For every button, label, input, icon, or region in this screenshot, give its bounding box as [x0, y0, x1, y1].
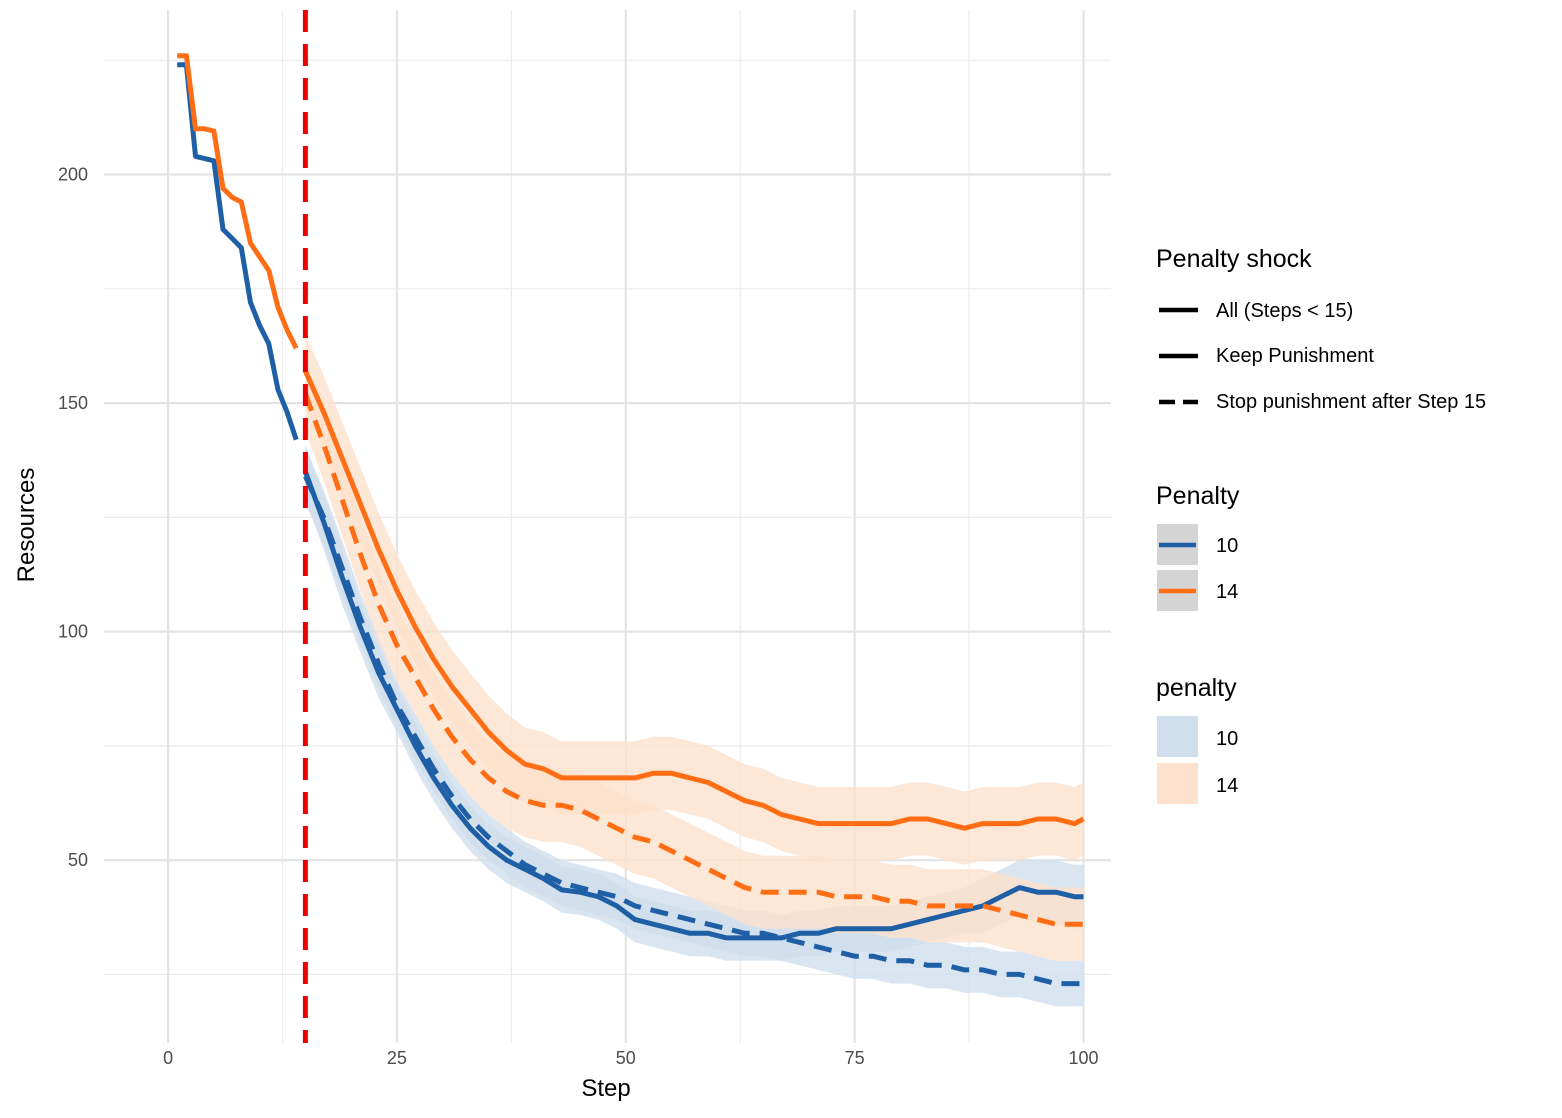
legend-key-fill-10: [1157, 716, 1198, 757]
legend-label-fill-14: 14: [1216, 775, 1238, 797]
ribbon-penalty-14-keep: [305, 334, 1084, 865]
series-line-penalty-14-stop: [303, 393, 1084, 927]
x-tick-label: 50: [616, 1048, 636, 1068]
legend-label-fill-10: 10: [1216, 728, 1238, 750]
confidence-ribbons: [305, 334, 1084, 1007]
x-axis-title: Step: [581, 1075, 630, 1102]
legend-key-fill-14: [1157, 763, 1198, 804]
legend-label-keep: Keep Punishment: [1216, 345, 1374, 367]
legend-label-line-14: 14: [1216, 581, 1238, 603]
legend-penalty-color-title: Penalty: [1156, 482, 1240, 510]
series-line-penalty-14-keep: [303, 370, 1085, 831]
series-line-penalty-10-keep: [303, 470, 1084, 941]
y-axis-ticks: 50 100 150 200: [58, 165, 88, 871]
x-tick-label: 25: [387, 1048, 407, 1068]
y-tick-label: 50: [68, 850, 88, 870]
y-tick-label: 150: [58, 393, 88, 413]
x-tick-label: 0: [163, 1048, 173, 1068]
series-lines: [177, 53, 1085, 987]
legend-penalty-shock-title: Penalty shock: [1156, 245, 1312, 273]
y-axis-title: Resources: [13, 468, 40, 583]
x-axis-ticks: 0 25 50 75 100: [163, 1048, 1098, 1068]
legend-label-stop: Stop punishment after Step 15: [1216, 391, 1486, 413]
y-tick-label: 100: [58, 622, 88, 642]
series-line-penalty-10-stop: [303, 475, 1084, 987]
legend-label-line-10: 10: [1216, 535, 1238, 557]
x-tick-label: 100: [1069, 1048, 1099, 1068]
legend-penalty-shock: Penalty shock All (Steps < 15) Keep Puni…: [1156, 245, 1486, 413]
ribbon-penalty-14-stop: [305, 357, 1084, 961]
y-tick-label: 200: [58, 165, 88, 185]
legend-penalty-fill-title: penalty: [1156, 674, 1237, 702]
x-tick-label: 75: [845, 1048, 865, 1068]
legend-label-all: All (Steps < 15): [1216, 300, 1353, 322]
series-line-penalty-14-all: [177, 53, 299, 350]
legend-penalty-fill: penalty 10 14: [1156, 674, 1238, 804]
ribbon-penalty-10-stop: [305, 448, 1084, 1007]
series-line-penalty-10-all: [177, 62, 299, 441]
legend-penalty-color: Penalty 10 14: [1156, 482, 1240, 611]
